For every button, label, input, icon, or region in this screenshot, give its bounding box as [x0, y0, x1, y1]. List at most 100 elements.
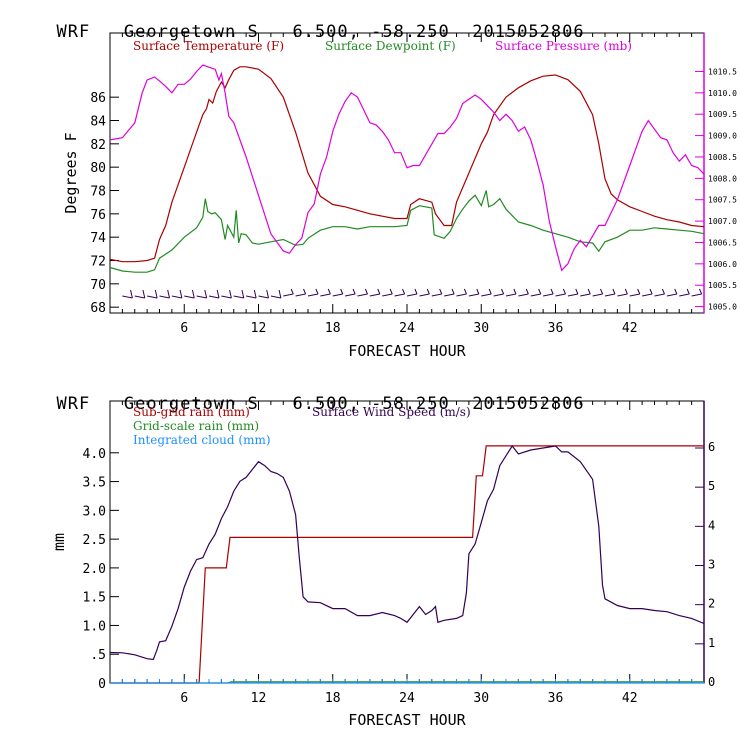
wind-barb-flag — [600, 288, 604, 295]
wind-barb-flag — [315, 288, 319, 295]
x-tick-label: 18 — [325, 321, 341, 336]
wind-barb-flag — [303, 288, 307, 295]
x-tick-label: 30 — [473, 691, 489, 706]
series-line — [109, 66, 705, 263]
wind-barb — [258, 295, 269, 299]
wind-barb — [196, 295, 207, 299]
x-tick-label: 36 — [548, 691, 564, 706]
wind-barb-flag — [426, 288, 430, 295]
chart-1-model: WRF — [56, 22, 91, 42]
y-axis-label: Degrees F — [62, 132, 80, 213]
wind-barb-flag — [488, 288, 492, 295]
wind-barb-flag — [241, 289, 245, 299]
wind-barb-flag — [290, 288, 294, 295]
wind-barb — [580, 293, 591, 297]
wind-barb-flag — [253, 289, 257, 299]
wind-barb — [431, 293, 442, 297]
x-tick-label: 42 — [622, 691, 638, 706]
wind-barb — [246, 295, 257, 299]
y2-tick-label: 1006.0 — [708, 260, 737, 269]
wind-barb-flag — [216, 289, 220, 299]
wind-barb — [394, 293, 405, 297]
y-tick-label: 74 — [90, 231, 106, 246]
wind-barb — [270, 295, 281, 299]
y-tick-label: 70 — [90, 278, 106, 293]
legend-entry: Surface Temperature (F) — [133, 39, 284, 53]
x-tick-label: 24 — [399, 691, 415, 706]
x-tick-label: 6 — [180, 691, 188, 706]
wind-barb-flag — [130, 289, 133, 299]
legend-entry: Sub-grid rain (mm) — [133, 405, 250, 419]
y2-tick-label: 0 — [708, 675, 715, 689]
wind-barb-flag — [266, 289, 269, 299]
wind-barb — [159, 295, 170, 299]
x-axis-label: FORECAST HOUR — [348, 342, 466, 360]
y2-tick-label: 1010.5 — [708, 67, 737, 76]
wind-barb — [679, 293, 690, 297]
wind-barb — [654, 293, 665, 297]
wind-barb — [468, 293, 479, 297]
wind-barb — [555, 293, 566, 297]
wind-barb-flag — [229, 289, 232, 299]
chart-2-station: Georgetown S — [123, 394, 259, 414]
wind-barb-flag — [142, 289, 146, 299]
wind-barb-flag — [327, 288, 331, 295]
wind-barb-flag — [451, 288, 455, 295]
wind-barb-flag — [204, 289, 208, 299]
wind-barb-flag — [612, 288, 616, 295]
wind-barb — [233, 295, 244, 299]
wind-barb-flag — [587, 288, 591, 295]
y2-tick-label: 3 — [708, 558, 715, 572]
y-tick-label: 76 — [90, 208, 106, 223]
y2-tick-label: 1009.0 — [708, 132, 737, 141]
y-tick-label: .5 — [90, 648, 106, 663]
wind-barb-flag — [661, 288, 665, 295]
wind-barb-flag — [377, 288, 381, 295]
wind-barb — [419, 293, 430, 297]
wind-barb — [691, 293, 702, 297]
y2-tick-label: 1005.5 — [708, 281, 737, 290]
chart-1: 6 12 18 24 30 36 42 68 70 72 74 76 78 80 82 84 86 1005.0 1… — [62, 32, 737, 360]
legend-entry: Integrated cloud (mm) — [133, 433, 271, 447]
wind-barb — [518, 293, 529, 297]
wind-barb — [283, 293, 294, 297]
y-tick-label: 1.0 — [83, 619, 106, 634]
y-axis-label: mm — [50, 533, 68, 551]
x-tick-label: 18 — [325, 691, 341, 706]
wind-barb — [320, 293, 331, 297]
y-tick-label: 84 — [90, 115, 106, 130]
x-tick-label: 24 — [399, 321, 415, 336]
series-line — [110, 445, 704, 684]
wind-barb — [444, 293, 455, 297]
wind-barb-flag — [414, 288, 418, 295]
x-tick-label: 42 — [622, 321, 638, 336]
x-tick-label: 12 — [251, 691, 267, 706]
wind-barb — [369, 293, 380, 297]
wind-barb-flag — [340, 288, 344, 295]
wind-barb-flag — [167, 289, 170, 299]
y-tick-label: 3.0 — [83, 504, 106, 519]
x-tick-label: 30 — [473, 321, 489, 336]
wind-barb — [332, 293, 343, 297]
y-tick-label: 0 — [98, 677, 106, 692]
wind-barb-flag — [154, 289, 158, 299]
wind-barb — [604, 293, 616, 297]
y2-tick-label: 1005.0 — [708, 303, 737, 312]
wind-barb — [147, 295, 158, 299]
chart-2-header: WRF Georgetown S 6.500, -58.250 20150528… — [34, 374, 585, 414]
y2-tick-label: 4 — [708, 518, 715, 532]
legend-entry: Grid-scale rain (mm) — [133, 419, 259, 433]
y2-tick-label: 1006.5 — [708, 238, 737, 247]
chart-1-coords: 6.500, -58.250 — [292, 22, 450, 42]
wind-barb-flag — [463, 288, 467, 295]
y-tick-label: 3.5 — [83, 476, 106, 491]
wind-barb — [567, 293, 578, 297]
y2-tick-label: 1008.0 — [708, 174, 737, 183]
y-tick-label: 2.0 — [83, 562, 106, 577]
wind-barb — [345, 293, 356, 297]
wind-barb — [481, 293, 492, 297]
wind-barb — [592, 293, 603, 297]
chart-1-station: Georgetown S — [123, 22, 259, 42]
y2-tick-label: 1008.5 — [708, 153, 737, 162]
wind-barb-flag — [439, 288, 443, 295]
